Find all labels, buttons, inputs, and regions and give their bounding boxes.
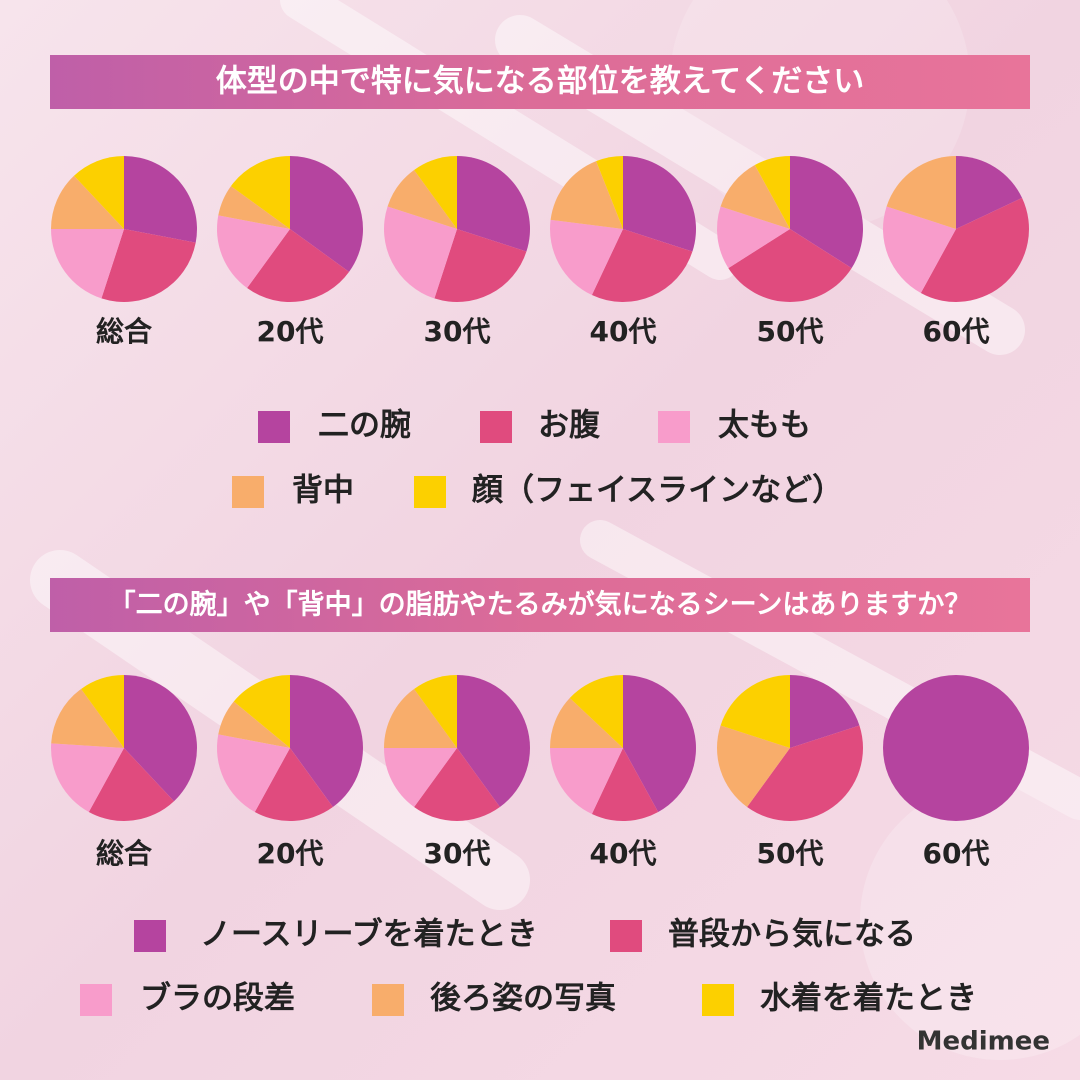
pie-slice xyxy=(569,675,623,748)
pie-slice xyxy=(51,175,124,229)
pie-label: 30代 xyxy=(424,837,491,870)
pie-label: 20代 xyxy=(257,315,324,348)
pie-slice xyxy=(414,675,457,748)
pie-label: 総合 xyxy=(96,837,153,870)
pie-slice xyxy=(247,229,350,302)
pie-slice xyxy=(550,219,623,296)
pie-slice xyxy=(384,206,457,299)
pie-slice xyxy=(623,675,696,812)
pie-slice xyxy=(883,206,956,293)
pie-slice xyxy=(290,675,363,808)
legend-label: 太もも xyxy=(718,408,811,444)
legend-swatch xyxy=(414,476,446,508)
pie-slice xyxy=(720,675,790,748)
pie-slice xyxy=(728,229,852,303)
legend-swatch xyxy=(232,476,264,508)
legend-label: 後ろ姿の写真 xyxy=(430,981,616,1017)
pie-slice xyxy=(754,156,790,229)
pie-slice xyxy=(790,675,860,748)
pie-label: 50代 xyxy=(757,837,824,870)
pie-slice xyxy=(550,748,623,815)
legend-label: ノースリーブを着たとき xyxy=(200,917,538,953)
pie-slice xyxy=(383,748,457,808)
pie-slice xyxy=(883,675,1029,821)
legend-swatch xyxy=(258,411,290,443)
pie-slice xyxy=(596,156,623,229)
pie-slice xyxy=(81,675,124,748)
pie-slice xyxy=(74,156,124,229)
pie-slice xyxy=(716,206,790,269)
legend-swatch xyxy=(658,411,690,443)
pie-slice xyxy=(591,748,659,821)
pie-slice xyxy=(51,229,124,299)
pie-label: 20代 xyxy=(257,837,324,870)
pie-slice xyxy=(384,688,457,748)
pie-slice xyxy=(51,688,124,748)
pie-slice xyxy=(88,748,174,821)
pie-slice xyxy=(124,675,197,802)
pie-slice xyxy=(230,156,290,229)
pie-slice xyxy=(886,156,956,229)
pie-slice xyxy=(218,186,290,229)
pie-slice xyxy=(217,215,290,289)
legend-swatch xyxy=(134,920,166,952)
brand-logo: Medimee xyxy=(917,1027,1050,1057)
pie-slice xyxy=(720,165,790,229)
pie-label: 30代 xyxy=(424,315,491,348)
legend-swatch xyxy=(702,984,734,1016)
legend-label: 普段から気になる xyxy=(668,917,916,953)
title-banner xyxy=(50,55,1030,109)
legend-label: お腹 xyxy=(538,408,601,444)
legend-label: 背中 xyxy=(292,473,354,509)
chart-title: 体型の中で特に気になる部位を教えてください xyxy=(216,64,865,100)
legend-label: 水着を着たとき xyxy=(760,981,977,1017)
pie-slice xyxy=(920,197,1029,302)
pie-label: 40代 xyxy=(590,837,657,870)
pie-slice xyxy=(956,156,1023,229)
legend-label: ブラの段差 xyxy=(140,981,295,1017)
pie-slice xyxy=(414,156,457,229)
legend-swatch xyxy=(610,920,642,952)
pie-label: 40代 xyxy=(590,315,657,348)
pie-slice xyxy=(790,156,863,269)
pie-slice xyxy=(623,156,696,252)
pie-slice xyxy=(124,156,198,243)
pie-slice xyxy=(717,725,790,808)
pie-slice xyxy=(51,743,124,812)
pie-slice xyxy=(434,229,527,302)
pie-label: 60代 xyxy=(923,315,990,348)
legend-swatch xyxy=(480,411,512,443)
pie-slice xyxy=(550,161,623,229)
pie-slice xyxy=(457,156,530,252)
pie-slice xyxy=(216,734,290,812)
legend-label: 二の腕 xyxy=(318,408,411,444)
pie-slice xyxy=(233,675,290,748)
pie-label: 60代 xyxy=(923,837,990,870)
legend-swatch xyxy=(80,984,112,1016)
pie-slice xyxy=(747,725,864,821)
pie-label: 総合 xyxy=(96,315,153,348)
pie-slice xyxy=(550,698,623,748)
pie-slice xyxy=(290,156,363,272)
pie-slice xyxy=(254,748,333,821)
pie-slice xyxy=(591,229,693,302)
title-banner xyxy=(50,578,1030,632)
pie-label: 50代 xyxy=(757,315,824,348)
chart-title: 「二の腕」や「背中」の脂肪やたるみが気になるシーンはありますか？ xyxy=(109,589,972,621)
pie-slice xyxy=(387,169,457,229)
pie-slice xyxy=(101,229,196,302)
pie-slice xyxy=(457,675,531,808)
legend-label: 顔（フェイスラインなど） xyxy=(472,473,843,509)
pie-slice xyxy=(414,748,500,821)
pie-slice xyxy=(218,701,290,748)
legend-swatch xyxy=(372,984,404,1016)
